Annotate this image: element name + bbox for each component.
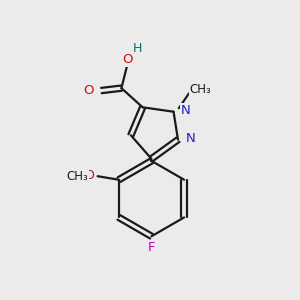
Text: O: O [84, 169, 94, 182]
Text: CH₃: CH₃ [189, 83, 211, 96]
Text: N: N [185, 132, 195, 145]
Text: CH₃: CH₃ [67, 170, 88, 183]
Text: O: O [122, 53, 133, 66]
Text: F: F [148, 241, 155, 254]
Text: O: O [84, 84, 94, 97]
Text: H: H [133, 42, 142, 55]
Text: N: N [181, 104, 191, 117]
